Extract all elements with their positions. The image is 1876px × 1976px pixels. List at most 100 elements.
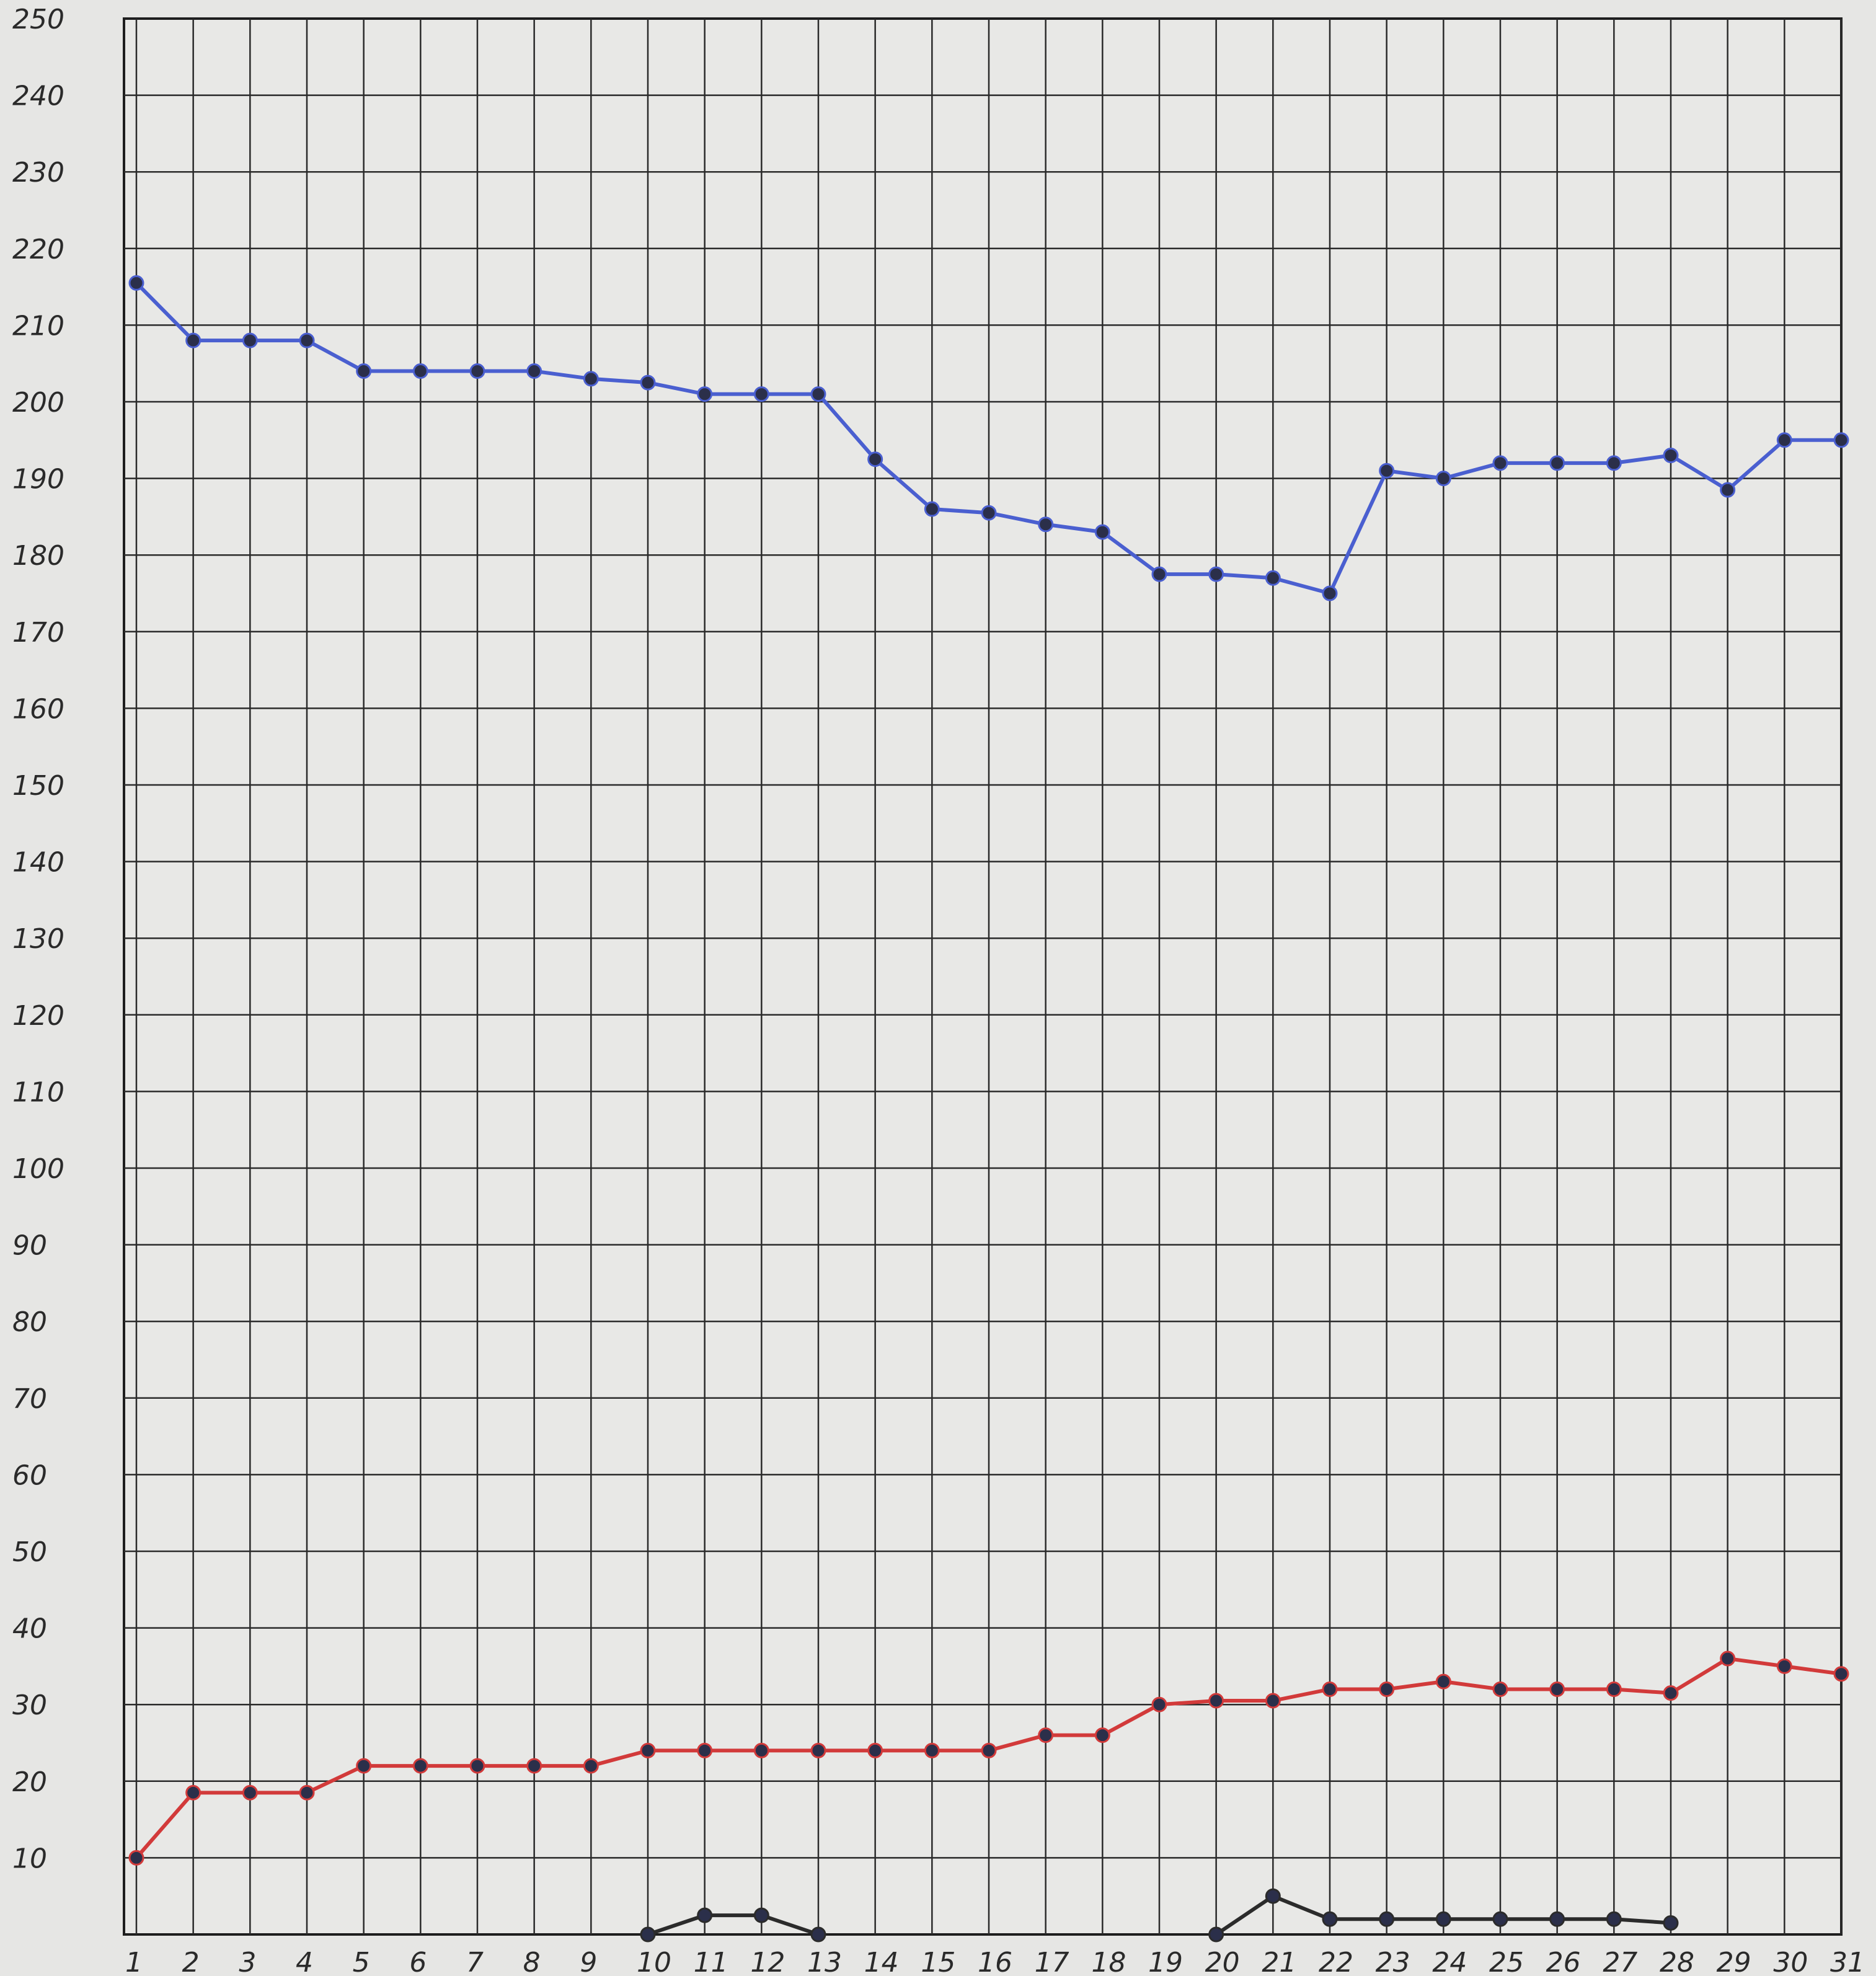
data-point [1038,516,1054,533]
data-point [753,1742,769,1758]
data-point [1833,432,1849,448]
y-tick-label: 170 [12,617,64,649]
x-tick-label: 29 [1717,1947,1751,1976]
data-point [1549,1681,1565,1697]
data-point [1776,432,1792,448]
data-point [242,1784,258,1801]
y-tick-label: 20 [12,1766,47,1798]
y-tick-label: 50 [12,1536,47,1568]
plot-frame [123,17,1843,1936]
x-tick-label: 25 [1489,1947,1524,1976]
data-point [810,1926,826,1943]
y-tick-label: 240 [12,81,64,112]
data-point [1038,1727,1054,1743]
data-point [1208,566,1224,582]
data-point [1379,1681,1395,1697]
data-point [299,1784,315,1801]
data-point [1265,570,1281,586]
x-tick-label: 11 [694,1947,728,1976]
grid [123,17,1843,1936]
x-tick-label: 5 [353,1947,370,1976]
data-point [753,386,769,402]
x-tick-label: 21 [1262,1947,1296,1976]
data-point [924,1742,940,1758]
data-point [299,332,315,348]
data-point [1435,1911,1451,1927]
x-tick-label: 6 [409,1947,427,1976]
data-point [1549,455,1565,471]
x-tick-label: 20 [1205,1947,1240,1976]
x-tick-label: 3 [239,1947,256,1976]
x-tick-label: 1 [125,1947,143,1976]
data-point [1492,455,1508,471]
data-point [1663,1915,1679,1931]
data-point [697,1907,713,1923]
data-point [1606,1681,1622,1697]
y-tick-label: 80 [12,1306,47,1338]
x-tick-label: 22 [1319,1947,1353,1976]
data-point [1435,471,1451,487]
data-point [981,1742,997,1758]
y-tick-label: 200 [12,387,64,419]
data-point [1151,1696,1167,1712]
y-tick-label: 130 [12,923,64,955]
data-point [1663,1685,1679,1701]
data-point [128,275,144,291]
data-point [1322,585,1338,601]
data-point [697,1742,713,1758]
data-point [1776,1658,1792,1674]
y-tick-label: 140 [12,847,64,879]
x-tick-label: 2 [182,1947,200,1976]
data-point [185,332,201,348]
data-point [1606,1911,1622,1927]
data-point [1549,1911,1565,1927]
y-tick-label: 160 [12,693,64,725]
data-point [526,363,542,379]
data-point [1720,482,1736,498]
data-point [867,451,883,467]
series [128,275,1849,1943]
x-tick-label: 28 [1660,1947,1694,1976]
data-point [412,1758,428,1774]
x-tick-label: 12 [750,1947,785,1976]
y-tick-label: 60 [12,1460,47,1491]
x-tick-label: 30 [1773,1947,1808,1976]
data-point [583,1758,599,1774]
data-point [810,386,826,402]
x-tick-label: 26 [1546,1947,1581,1976]
y-tick-label: 190 [12,464,64,495]
data-point [1606,455,1622,471]
y-tick-label: 120 [12,1000,64,1032]
data-point [697,386,713,402]
data-point [1208,1926,1224,1943]
y-tick-label: 30 [12,1690,47,1721]
data-point [924,501,940,517]
y-tick-label: 10 [12,1843,47,1874]
data-point [1094,524,1110,540]
data-point [640,374,656,391]
x-tick-label: 19 [1148,1947,1183,1976]
data-point [1322,1911,1338,1927]
data-point [1833,1666,1849,1682]
data-point [1663,448,1679,464]
series-line [647,1913,819,1936]
data-point [1265,1888,1281,1904]
x-tick-label: 4 [296,1947,313,1976]
data-point [867,1742,883,1758]
data-point [1094,1727,1110,1743]
x-tick-label: 9 [580,1947,597,1976]
data-point [469,1758,485,1774]
data-point [1208,1693,1224,1709]
x-tick-label: 13 [807,1947,842,1976]
axis-labels: 1020304050607080901001101201301401501601… [12,4,1865,1976]
data-point [1379,1911,1395,1927]
x-tick-label: 31 [1830,1947,1865,1976]
data-point [1151,566,1167,582]
x-tick-label: 27 [1603,1947,1637,1976]
y-tick-label: 220 [12,234,64,265]
x-tick-label: 24 [1432,1947,1467,1976]
data-point [1492,1681,1508,1697]
data-point [356,1758,372,1774]
data-point [356,363,372,379]
